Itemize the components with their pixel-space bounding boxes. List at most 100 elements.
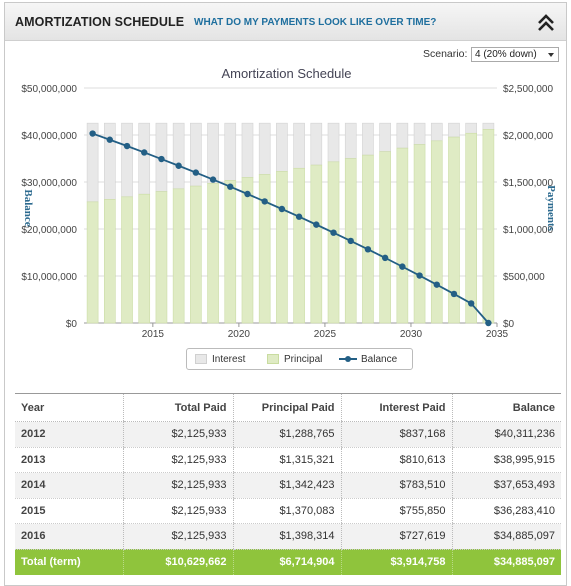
scenario-select[interactable]: 4 (20% down) — [471, 47, 559, 62]
cell-total-paid: $2,125,933 — [122, 447, 233, 473]
principal-bar — [224, 180, 237, 324]
y-axis-right-tick-label: $500,000 — [503, 272, 545, 283]
balance-point — [141, 149, 148, 156]
legend-label-principal: Principal — [284, 354, 323, 365]
interest-bar — [138, 122, 151, 195]
amortization-panel: AMORTIZATION SCHEDULE WHAT DO MY PAYMENT… — [4, 2, 567, 586]
interest-bar — [293, 122, 305, 169]
collapse-chevron-icon[interactable] — [535, 12, 557, 34]
table-total-row: Total (term) $10,629,662 $6,714,904 $3,9… — [15, 549, 561, 575]
balance-point — [416, 272, 423, 279]
total-balance: $34,885,097 — [451, 549, 561, 575]
principal-bar — [172, 188, 185, 324]
cell-balance: $38,995,915 — [451, 447, 561, 473]
interest-bar — [362, 122, 374, 156]
total-total-paid: $10,629,662 — [122, 549, 233, 575]
cell-year: 2013 — [15, 447, 123, 473]
interest-bar — [276, 122, 288, 172]
principal-bar — [362, 154, 374, 324]
principal-bar — [155, 191, 168, 324]
balance-point — [244, 190, 251, 198]
column-header-year: Year — [15, 393, 123, 422]
cell-year: 2012 — [15, 421, 123, 448]
principal-bar — [310, 164, 323, 324]
amortization-table: Year Total Paid Principal Paid Interest … — [15, 393, 561, 575]
table-row: 2012 $2,125,933 $1,288,765 $837,168 $40,… — [15, 421, 561, 448]
y-axis-right-tick-label: $2,500,000 — [503, 84, 553, 95]
x-axis-tick-label: 2025 — [314, 329, 337, 340]
interest-bar — [190, 122, 202, 187]
principal-bar — [121, 196, 133, 324]
cell-year: 2016 — [15, 523, 123, 550]
interest-bar — [413, 122, 426, 145]
table-row: 2014 $2,125,933 $1,342,423 $783,510 $37,… — [15, 472, 561, 499]
interest-bar — [207, 122, 219, 184]
principal-bar — [190, 185, 202, 324]
y-axis-right-tick-label: $1,000,000 — [503, 225, 553, 236]
interest-bar — [121, 122, 133, 198]
interest-bar — [448, 122, 460, 138]
chart-legend: Interest Principal Balance — [186, 348, 413, 370]
y-axis-right-tick-label: $0 — [503, 319, 515, 330]
interest-bar — [430, 122, 443, 142]
y-axis-left-tick-label: $10,000,000 — [21, 272, 77, 283]
balance-point — [330, 229, 337, 236]
balance-point — [295, 213, 303, 220]
principal-bar — [258, 174, 271, 324]
y-axis-left-tick-label: $20,000,000 — [21, 225, 77, 236]
scenario-label: Scenario: — [423, 48, 468, 60]
amortization-chart: $0 $10,000,000 $20,000,000 $30,000,000 $40,0… — [21, 84, 557, 340]
balance-line — [92, 132, 490, 324]
x-axis-tick-label: 2020 — [228, 329, 251, 340]
balance-point — [313, 221, 320, 228]
balance-point — [175, 162, 182, 169]
principal-bar — [276, 171, 288, 324]
principal-bar — [241, 177, 254, 324]
interest-bar — [396, 122, 409, 149]
principal-bar — [413, 144, 426, 324]
total-label: Total (term) — [15, 549, 123, 575]
x-axis-tick-label: 2035 — [486, 329, 509, 340]
balance-point — [364, 246, 372, 253]
cell-balance: $36,283,410 — [451, 498, 561, 524]
cell-balance: $40,311,236 — [451, 421, 561, 448]
cell-principal-paid: $1,288,765 — [232, 421, 341, 448]
principal-bar — [104, 199, 116, 324]
cell-interest-paid: $837,168 — [340, 421, 452, 448]
table-row: 2016 $2,125,933 $1,398,314 $727,619 $34,… — [15, 523, 561, 550]
principal-bar — [327, 161, 340, 324]
column-header-principal-paid: Principal Paid — [232, 393, 341, 422]
balance-point — [209, 176, 217, 183]
payments-over-time-link[interactable]: WHAT DO MY PAYMENTS LOOK LIKE OVER TIME? — [194, 17, 437, 28]
column-header-interest-paid: Interest Paid — [340, 393, 452, 422]
cell-interest-paid: $783,510 — [340, 472, 452, 499]
y-axis-right-tick-label: $2,000,000 — [503, 131, 553, 142]
interest-bar — [104, 122, 116, 200]
interest-bar — [465, 122, 477, 134]
legend-label-balance: Balance — [361, 354, 398, 365]
table-row: 2013 $2,125,933 $1,315,321 $810,613 $38,… — [15, 447, 561, 473]
cell-interest-paid: $755,850 — [340, 498, 452, 524]
balance-point — [467, 300, 475, 307]
principal-bar — [482, 129, 495, 324]
balance-point — [158, 155, 165, 163]
principal-bar — [138, 193, 151, 324]
balance-point — [89, 130, 96, 137]
legend-label-interest: Interest — [212, 354, 246, 365]
cell-total-paid: $2,125,933 — [122, 498, 233, 524]
balance-point — [227, 183, 234, 190]
interest-bar — [482, 122, 495, 130]
cell-year: 2014 — [15, 472, 123, 499]
principal-bar — [293, 167, 305, 324]
chart-title: Amortization Schedule — [221, 66, 352, 81]
column-header-total-paid: Total Paid — [122, 393, 233, 422]
dropdown-arrow-icon — [548, 53, 554, 57]
balance-point — [278, 205, 286, 213]
table-row: 2015 $2,125,933 $1,370,083 $755,850 $36,… — [15, 498, 561, 524]
balance-point — [123, 142, 131, 150]
cell-principal-paid: $1,315,321 — [232, 447, 341, 473]
interest-bar — [258, 122, 271, 175]
balance-point — [399, 263, 406, 270]
principal-bar — [379, 151, 391, 324]
balance-point — [381, 254, 389, 262]
